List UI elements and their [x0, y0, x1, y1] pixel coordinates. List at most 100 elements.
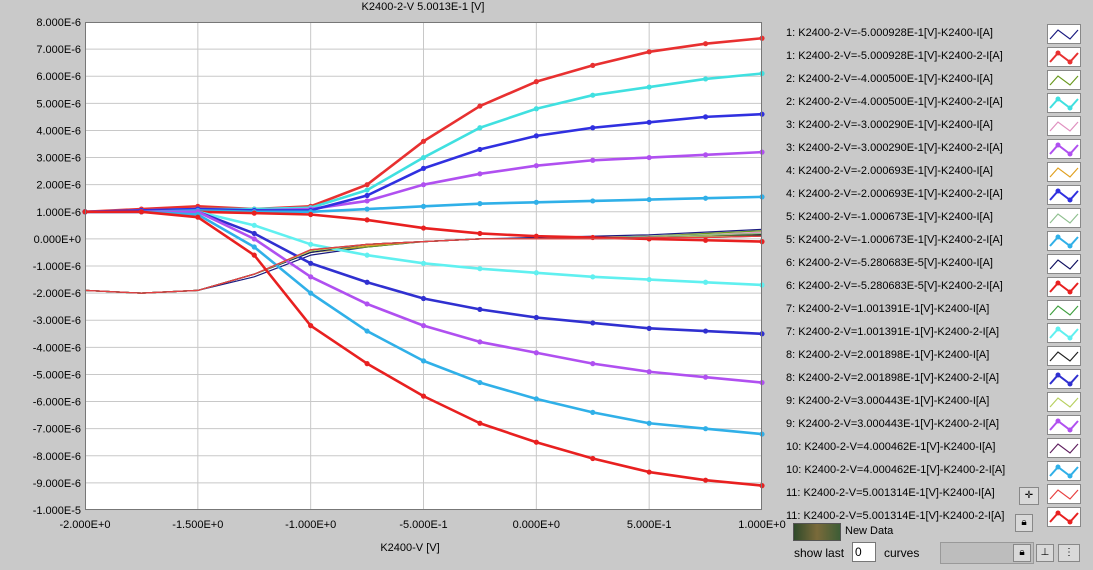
- legend-label: 2: K2400-2-V=-4.000500E-1[V]-K2400-2-I[A…: [786, 96, 1003, 108]
- legend-item[interactable]: 8: K2400-2-V=2.001898E-1[V]-K2400-2-I[A]: [786, 369, 1086, 392]
- y-scale-icon[interactable]: ⊥: [1036, 544, 1054, 562]
- series-point: [308, 260, 314, 266]
- legend-item[interactable]: 3: K2400-2-V=-3.000290E-1[V]-K2400-2-I[A…: [786, 139, 1086, 162]
- series-point: [590, 361, 596, 367]
- series-point: [477, 146, 483, 153]
- show-last-input[interactable]: [852, 542, 876, 562]
- series-point: [533, 163, 539, 169]
- tick-labels: -2.000E+0 -1.500E+0 -1.000E+0 -5.000E-1 0.00…: [33, 17, 786, 531]
- y-tick-label: -1.000E-6: [33, 261, 81, 273]
- legend-item[interactable]: 11: K2400-2-V=5.001314E-1[V]-K2400-2-I[A…: [786, 507, 1086, 530]
- series-point: [702, 279, 709, 285]
- legend-swatch[interactable]: [1047, 116, 1081, 136]
- legend-swatch[interactable]: [1047, 185, 1081, 205]
- series-point: [533, 79, 539, 85]
- series-point: [420, 393, 427, 399]
- series-point: [364, 192, 370, 199]
- series-point: [533, 199, 539, 205]
- legend-swatch[interactable]: [1047, 438, 1081, 458]
- legend-label: 3: K2400-2-V=-3.000290E-1[V]-K2400-I[A]: [786, 119, 993, 131]
- legend-swatch[interactable]: [1047, 162, 1081, 182]
- legend-label: 3: K2400-2-V=-3.000290E-1[V]-K2400-2-I[A…: [786, 142, 1003, 154]
- legend-swatch[interactable]: [1047, 231, 1081, 251]
- legend-swatch[interactable]: [1047, 254, 1081, 274]
- new-data-swatch[interactable]: [793, 523, 841, 541]
- legend-swatch[interactable]: [1047, 369, 1081, 389]
- y-tick-label: -5.000E-6: [33, 369, 81, 381]
- legend-item[interactable]: 10: K2400-2-V=4.000462E-1[V]-K2400-I[A]: [786, 438, 1086, 461]
- series-point: [364, 187, 370, 193]
- legend-label: 7: K2400-2-V=1.001391E-1[V]-K2400-2-I[A]: [786, 326, 1000, 338]
- y-tick-label: -8.000E-6: [33, 451, 81, 463]
- legend-swatch[interactable]: [1047, 208, 1081, 228]
- legend-label: 2: K2400-2-V=-4.000500E-1[V]-K2400-I[A]: [786, 73, 993, 85]
- legend-swatch[interactable]: [1047, 323, 1081, 343]
- show-last-label: show last: [794, 546, 845, 560]
- legend-item[interactable]: 1: K2400-2-V=-5.000928E-1[V]-K2400-I[A]: [786, 24, 1086, 47]
- legend-swatch[interactable]: [1047, 277, 1081, 297]
- x-tick-label: -5.000E-1: [399, 519, 447, 531]
- legend-swatch[interactable]: [1047, 346, 1081, 366]
- chart-plot[interactable]: -2.000E+0 -1.500E+0 -1.000E+0 -5.000E-1 0.00…: [0, 0, 786, 570]
- legend-swatch[interactable]: [1047, 47, 1081, 67]
- series-point: [759, 431, 765, 437]
- legend-item[interactable]: 6: K2400-2-V=-5.280683E-5[V]-K2400-I[A]: [786, 254, 1086, 277]
- legend-swatch[interactable]: [1047, 24, 1081, 44]
- series-point: [364, 328, 370, 334]
- legend-swatch[interactable]: [1047, 392, 1081, 412]
- series-point: [308, 274, 314, 280]
- series-point: [477, 339, 483, 345]
- series-point: [759, 70, 765, 77]
- series-point: [646, 84, 652, 90]
- legend-swatch[interactable]: [1047, 507, 1081, 527]
- legend-item[interactable]: 2: K2400-2-V=-4.000500E-1[V]-K2400-2-I[A…: [786, 93, 1086, 116]
- crosshair-icon[interactable]: ✛: [1019, 487, 1039, 505]
- legend-swatch[interactable]: [1047, 461, 1081, 481]
- legend-item[interactable]: 4: K2400-2-V=-2.000693E-1[V]-K2400-I[A]: [786, 162, 1086, 185]
- legend-swatch[interactable]: [1047, 70, 1081, 90]
- legend-item[interactable]: 9: K2400-2-V=3.000443E-1[V]-K2400-2-I[A]: [786, 415, 1086, 438]
- series-point: [533, 133, 539, 139]
- legend-item[interactable]: 7: K2400-2-V=1.001391E-1[V]-K2400-2-I[A]: [786, 323, 1086, 346]
- legend-item[interactable]: 3: K2400-2-V=-3.000290E-1[V]-K2400-I[A]: [786, 116, 1086, 139]
- legend-swatch[interactable]: [1047, 484, 1081, 504]
- legend-swatch[interactable]: [1047, 93, 1081, 113]
- lock-icon[interactable]: 🔒︎: [1015, 514, 1033, 532]
- series-point: [477, 125, 483, 131]
- y-tick-label: 2.000E-6: [36, 180, 81, 192]
- legend-swatch[interactable]: [1047, 300, 1081, 320]
- legend-swatch[interactable]: [1047, 415, 1081, 435]
- series-point: [82, 209, 88, 215]
- series-point: [590, 409, 596, 415]
- series-point: [646, 369, 652, 375]
- series-point: [759, 239, 765, 245]
- series-point: [646, 325, 652, 331]
- legend-item[interactable]: 11: K2400-2-V=5.001314E-1[V]-K2400-I[A]: [786, 484, 1086, 507]
- legend-label: 1: K2400-2-V=-5.000928E-1[V]-K2400-2-I[A…: [786, 50, 1003, 62]
- series-point: [646, 154, 652, 161]
- legend-item[interactable]: 9: K2400-2-V=3.000443E-1[V]-K2400-I[A]: [786, 392, 1086, 415]
- legend-item[interactable]: 8: K2400-2-V=2.001898E-1[V]-K2400-I[A]: [786, 346, 1086, 369]
- legend-item[interactable]: 6: K2400-2-V=-5.280683E-5[V]-K2400-2-I[A…: [786, 277, 1086, 300]
- legend-swatch[interactable]: [1047, 139, 1081, 159]
- legend-item[interactable]: 10: K2400-2-V=4.000462E-1[V]-K2400-2-I[A…: [786, 461, 1086, 484]
- series-point: [364, 217, 370, 223]
- series-point: [533, 350, 539, 356]
- format-icon[interactable]: ⋮: [1058, 544, 1080, 562]
- legend-item[interactable]: 1: K2400-2-V=-5.000928E-1[V]-K2400-2-I[A…: [786, 47, 1086, 70]
- series-point: [759, 379, 765, 386]
- cursor-display[interactable]: [940, 542, 1034, 564]
- legend-item[interactable]: 5: K2400-2-V=-1.000673E-1[V]-K2400-2-I[A…: [786, 231, 1086, 254]
- series-point: [477, 230, 483, 237]
- series-point: [533, 396, 539, 402]
- series-point: [251, 252, 257, 258]
- legend-item[interactable]: 2: K2400-2-V=-4.000500E-1[V]-K2400-I[A]: [786, 70, 1086, 93]
- legend-item[interactable]: 5: K2400-2-V=-1.000673E-1[V]-K2400-I[A]: [786, 208, 1086, 231]
- lock-icon[interactable]: 🔒︎: [1013, 544, 1031, 562]
- series-point: [646, 420, 652, 426]
- series-point: [420, 138, 427, 144]
- series-point: [533, 439, 539, 445]
- legend-item[interactable]: 7: K2400-2-V=1.001391E-1[V]-K2400-I[A]: [786, 300, 1086, 323]
- series-point: [138, 209, 145, 215]
- legend-item[interactable]: 4: K2400-2-V=-2.000693E-1[V]-K2400-2-I[A…: [786, 185, 1086, 208]
